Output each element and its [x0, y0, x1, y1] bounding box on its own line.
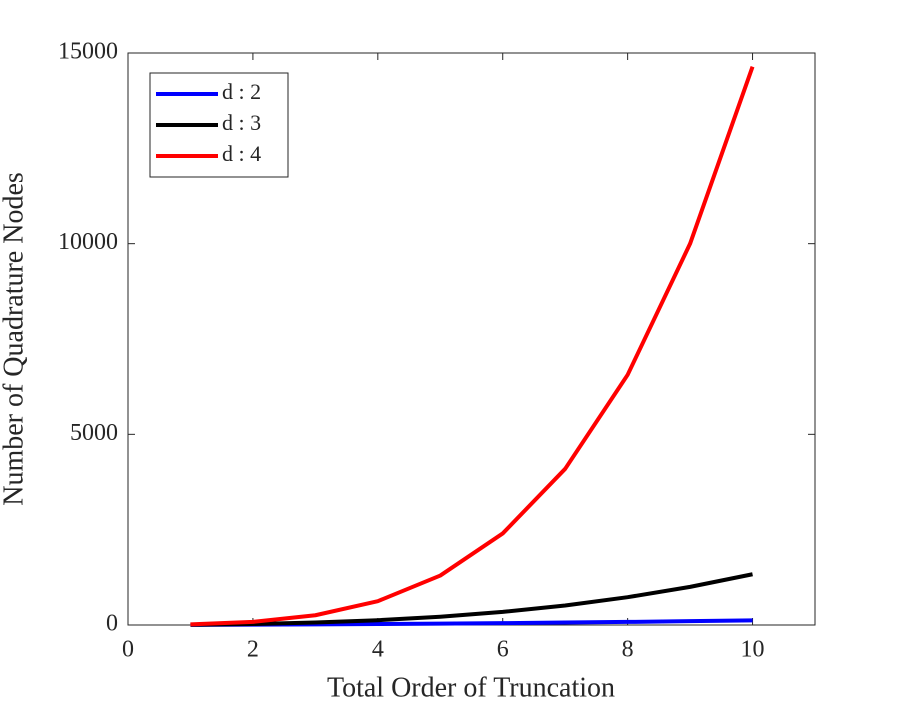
series-line: [190, 572, 753, 627]
legend-label: d : 2: [222, 79, 261, 104]
legend-label: d : 4: [222, 141, 261, 166]
x-tick-label: 10: [741, 637, 765, 663]
x-axis-label: Total Order of Truncation: [327, 672, 615, 703]
series-line: [190, 66, 755, 627]
legend-box: [149, 72, 289, 178]
y-axis-label: Number of Quadrature Nodes: [0, 172, 29, 506]
x-tick-label: 6: [497, 637, 509, 663]
y-tick-label: 0: [106, 611, 118, 637]
y-tick-label: 5000: [70, 420, 118, 446]
y-tick-label: 15000: [58, 39, 118, 65]
y-tick-label: 10000: [58, 229, 118, 255]
x-tick-label: 0: [122, 637, 134, 663]
legend-label: d : 3: [222, 110, 261, 135]
x-tick-label: 2: [247, 637, 259, 663]
x-tick-label: 8: [622, 637, 634, 663]
x-tick-label: 4: [372, 637, 384, 663]
